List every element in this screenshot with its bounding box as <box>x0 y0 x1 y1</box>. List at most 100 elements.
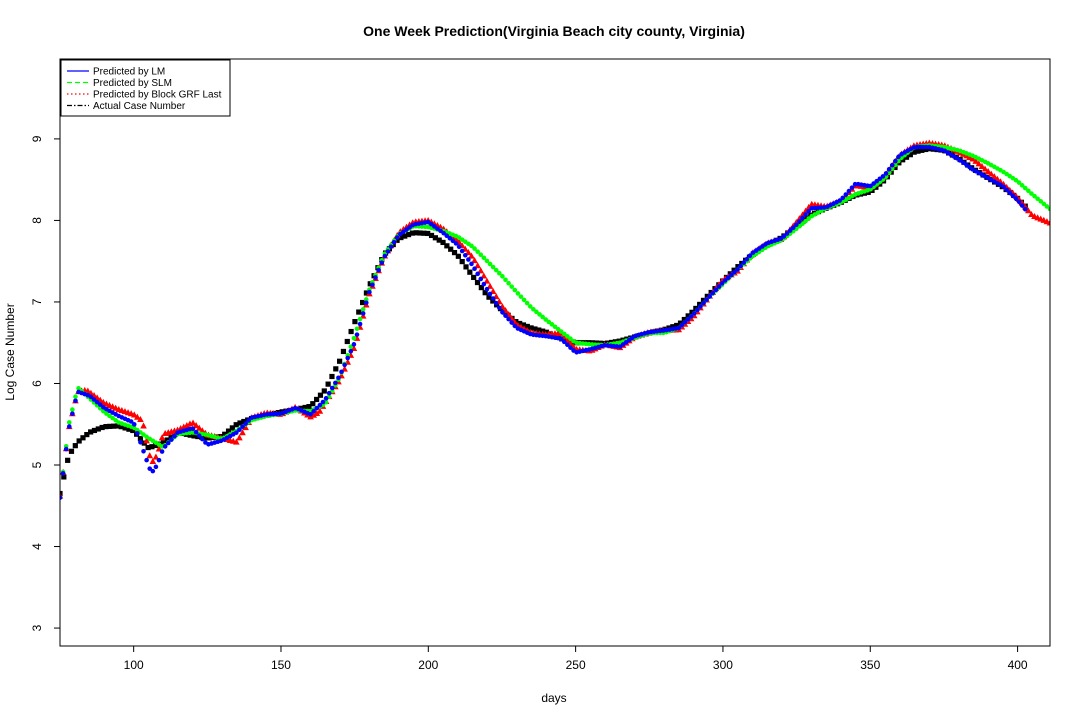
point-predicted-by-block-grf-last <box>152 453 160 460</box>
point-predicted-by-block-grf-last <box>134 413 141 420</box>
point-predicted-by-block-grf-last <box>972 157 980 164</box>
point-predicted-by-lm <box>70 411 75 416</box>
point-predicted-by-lm <box>153 464 159 470</box>
point-predicted-by-block-grf-last <box>180 423 188 430</box>
point-actual-case-number <box>137 436 144 442</box>
point-predicted-by-slm <box>478 252 484 258</box>
point-actual-case-number <box>907 152 913 158</box>
point-predicted-by-slm <box>1032 193 1037 199</box>
point-predicted-by-block-grf-last <box>474 262 481 269</box>
point-actual-case-number <box>800 218 806 224</box>
point-actual-case-number <box>88 429 94 435</box>
x-axis-label: days <box>541 691 566 705</box>
point-predicted-by-block-grf-last <box>981 165 989 172</box>
point-predicted-by-lm <box>88 394 94 400</box>
y-tick-label: 5 <box>30 461 44 468</box>
point-predicted-by-lm <box>849 185 855 190</box>
x-tick-label: 100 <box>124 658 144 672</box>
point-predicted-by-lm <box>196 433 202 438</box>
point-predicted-by-lm <box>478 276 484 282</box>
point-predicted-by-slm <box>354 326 360 332</box>
point-actual-case-number <box>302 404 308 411</box>
point-actual-case-number <box>363 290 370 296</box>
point-predicted-by-lm <box>868 183 873 189</box>
point-predicted-by-block-grf-last <box>486 282 494 289</box>
point-predicted-by-lm <box>348 348 354 354</box>
point-predicted-by-slm <box>561 331 567 337</box>
point-actual-case-number <box>486 294 492 300</box>
point-predicted-by-lm <box>63 446 69 452</box>
point-actual-case-number <box>329 373 335 380</box>
point-predicted-by-block-grf-last <box>313 409 321 416</box>
point-predicted-by-lm <box>1016 199 1022 205</box>
point-actual-case-number <box>229 425 235 431</box>
point-predicted-by-lm <box>1022 206 1028 212</box>
point-predicted-by-slm <box>543 317 549 322</box>
point-predicted-by-lm <box>806 208 811 214</box>
point-actual-case-number <box>915 148 921 154</box>
point-predicted-by-block-grf-last <box>192 422 200 429</box>
point-predicted-by-lm <box>484 286 490 292</box>
point-predicted-by-slm <box>537 312 542 317</box>
point-predicted-by-lm <box>462 252 468 258</box>
point-predicted-by-lm <box>391 239 397 245</box>
point-predicted-by-lm <box>237 427 242 433</box>
point-predicted-by-slm <box>76 386 81 391</box>
point-predicted-by-block-grf-last <box>975 160 983 167</box>
point-actual-case-number <box>490 298 496 304</box>
point-actual-case-number <box>122 425 128 431</box>
point-actual-case-number <box>417 230 423 236</box>
point-actual-case-number <box>80 435 86 441</box>
point-actual-case-number <box>314 396 320 403</box>
point-predicted-by-block-grf-last <box>158 434 166 441</box>
point-predicted-by-lm <box>156 457 162 463</box>
point-predicted-by-lm <box>373 275 378 280</box>
point-actual-case-number <box>532 326 538 332</box>
point-predicted-by-slm <box>481 255 487 261</box>
point-actual-case-number <box>440 239 446 246</box>
y-axis: 3 4 5 6 7 8 9 <box>30 135 60 631</box>
point-predicted-by-lm <box>94 399 100 405</box>
point-predicted-by-lm <box>190 426 196 432</box>
point-actual-case-number <box>478 285 484 291</box>
point-actual-case-number <box>325 381 331 387</box>
y-tick-label: 3 <box>30 624 44 631</box>
point-predicted-by-block-grf-last <box>480 272 488 279</box>
point-predicted-by-lm <box>60 495 63 500</box>
point-predicted-by-lm <box>561 339 567 345</box>
point-actual-case-number <box>191 433 197 439</box>
point-actual-case-number <box>95 426 101 432</box>
point-predicted-by-block-grf-last <box>146 452 154 459</box>
point-predicted-by-slm <box>527 304 533 309</box>
y-tick-label: 9 <box>30 135 44 142</box>
point-predicted-by-lm <box>311 408 316 414</box>
point-predicted-by-block-grf-last <box>242 424 249 431</box>
point-predicted-by-lm <box>800 215 805 221</box>
point-predicted-by-slm <box>1029 191 1034 196</box>
point-predicted-by-slm <box>531 306 536 312</box>
point-predicted-by-lm <box>66 424 72 429</box>
point-predicted-by-slm <box>806 216 811 221</box>
point-actual-case-number <box>306 404 312 410</box>
point-predicted-by-lm <box>144 457 149 463</box>
point-actual-case-number <box>118 424 124 430</box>
point-predicted-by-slm <box>490 264 496 270</box>
point-predicted-by-lm <box>883 171 889 176</box>
point-actual-case-number <box>421 230 427 236</box>
y-tick-label: 4 <box>30 543 44 550</box>
y-axis-label: Log Case Number <box>3 303 17 400</box>
point-predicted-by-lm <box>493 300 499 306</box>
point-predicted-by-slm <box>1044 204 1050 209</box>
point-predicted-by-lm <box>354 332 360 337</box>
point-actual-case-number <box>187 432 193 438</box>
point-predicted-by-lm <box>345 355 351 361</box>
point-predicted-by-lm <box>1010 193 1016 198</box>
point-predicted-by-block-grf-last <box>991 173 998 180</box>
point-predicted-by-lm <box>691 311 697 316</box>
point-predicted-by-lm <box>506 316 511 322</box>
point-predicted-by-lm <box>509 320 514 325</box>
point-predicted-by-slm <box>555 326 561 332</box>
point-predicted-by-lm <box>741 260 747 265</box>
point-predicted-by-slm <box>565 334 570 339</box>
point-predicted-by-block-grf-last <box>1046 219 1050 226</box>
